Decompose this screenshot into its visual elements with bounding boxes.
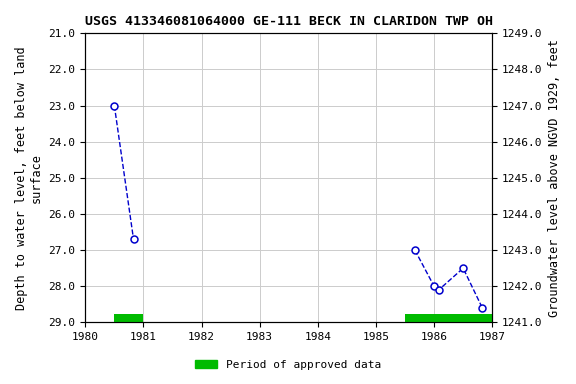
- Bar: [115, 314, 143, 323]
- Bar: [405, 314, 492, 323]
- Y-axis label: Groundwater level above NGVD 1929, feet: Groundwater level above NGVD 1929, feet: [548, 39, 561, 317]
- Y-axis label: Depth to water level, feet below land
surface: Depth to water level, feet below land su…: [15, 46, 43, 310]
- Title: USGS 413346081064000 GE-111 BECK IN CLARIDON TWP OH: USGS 413346081064000 GE-111 BECK IN CLAR…: [85, 15, 492, 28]
- Legend: Period of approved data: Period of approved data: [191, 356, 385, 375]
